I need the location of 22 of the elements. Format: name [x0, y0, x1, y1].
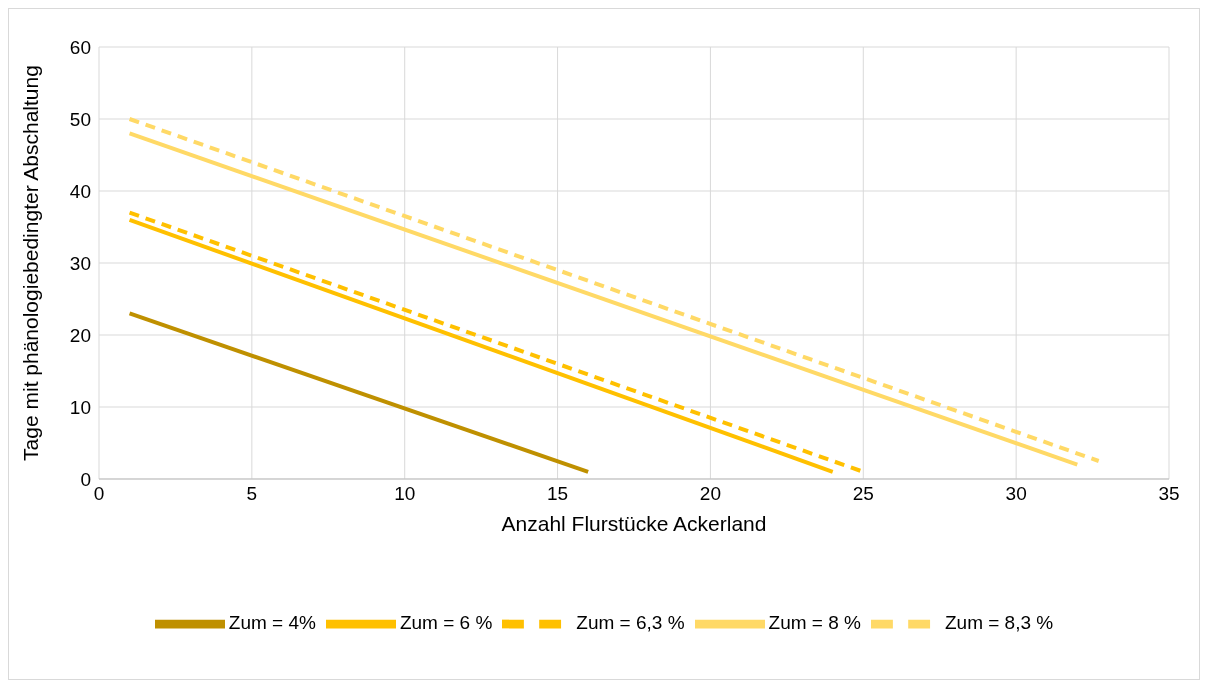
- legend-label: Zum = 8,3 %: [944, 612, 1054, 634]
- y-tick-label: 60: [69, 36, 91, 58]
- legend-label: Zum = 8 %: [768, 612, 861, 634]
- x-tick-label: 5: [246, 483, 258, 505]
- x-tick-label: 10: [394, 483, 416, 505]
- x-tick-label: 35: [1158, 483, 1180, 505]
- legend-label: Zum = 4%: [228, 612, 316, 634]
- x-axis-title: Anzahl Flurstücke Ackerland: [501, 512, 767, 535]
- y-axis-title: Tage mit phänologiebedingter Abschaltung: [19, 65, 43, 461]
- y-tick-label: 0: [80, 468, 91, 490]
- y-tick-label: 10: [69, 396, 91, 418]
- x-tick-label: 0: [93, 483, 105, 505]
- y-tick-label: 30: [69, 252, 91, 274]
- x-tick-label: 15: [547, 483, 569, 505]
- x-tick-label: 20: [699, 483, 721, 505]
- x-tick-label: 30: [1005, 483, 1027, 505]
- x-tick-label: 25: [852, 483, 874, 505]
- legend-label: Zum = 6,3 %: [576, 612, 685, 634]
- y-tick-label: 40: [69, 180, 91, 202]
- y-tick-label: 20: [69, 324, 91, 346]
- y-tick-label: 50: [69, 108, 91, 130]
- legend-label: Zum = 6 %: [399, 612, 493, 634]
